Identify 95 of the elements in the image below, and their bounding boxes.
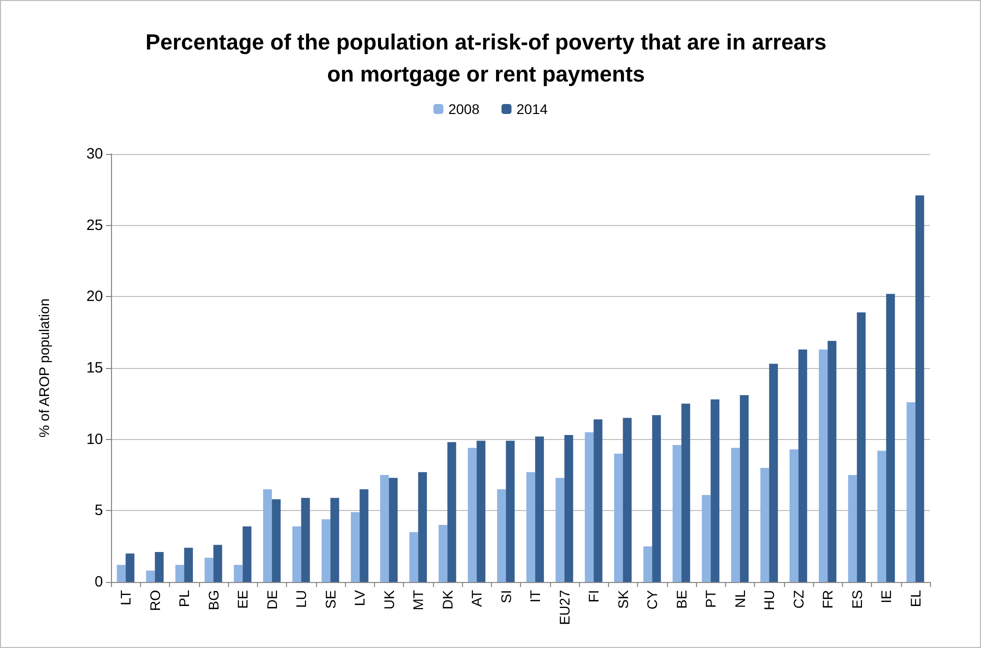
- bar: [594, 419, 602, 582]
- bar: [790, 449, 798, 582]
- x-tick-label: IE: [878, 590, 894, 604]
- bar: [126, 553, 134, 582]
- chart-title: Percentage of the population at-risk-of poverty that are in arrears on mortgage or rent payments: [146, 30, 826, 86]
- x-tick-label: NL: [732, 590, 748, 608]
- bar: [731, 448, 740, 582]
- bar: [652, 415, 661, 582]
- bar: [301, 498, 310, 582]
- bar: [322, 519, 330, 582]
- bar: [497, 489, 506, 582]
- x-tick-label: LV: [352, 589, 368, 606]
- legend-label: 2014: [516, 101, 548, 117]
- y-tick-label: 5: [94, 502, 103, 520]
- y-tick-label: 25: [86, 216, 103, 234]
- bar: [906, 402, 916, 582]
- x-tick-label: IT: [527, 590, 544, 602]
- bar: [184, 548, 193, 582]
- bar: [272, 499, 281, 582]
- x-tick-label: CY: [644, 589, 660, 610]
- bar: [614, 454, 623, 582]
- bar: [886, 294, 895, 582]
- bar: [438, 524, 448, 582]
- y-tick-label: 30: [86, 146, 103, 162]
- x-tick-label: BE: [673, 590, 690, 609]
- x-tick-label: DE: [264, 590, 280, 610]
- bar: [330, 498, 340, 582]
- bar: [584, 432, 594, 582]
- x-tick-label: CZ: [790, 590, 806, 609]
- x-tick-label: SE: [322, 590, 338, 609]
- bar: [915, 195, 924, 582]
- bar: [380, 475, 389, 582]
- bar: [418, 472, 427, 582]
- x-tick-label: ES: [848, 590, 865, 609]
- bar: [818, 349, 828, 582]
- x-tick-label: SI: [498, 590, 514, 604]
- y-tick-label: 0: [94, 574, 103, 590]
- x-tick-label: PL: [176, 590, 192, 608]
- bar: [740, 395, 749, 582]
- bar: [360, 489, 368, 582]
- bar: [769, 364, 778, 582]
- bar: [350, 512, 360, 582]
- x-tick-label: MT: [410, 590, 426, 610]
- x-tick-label: FR: [820, 590, 836, 609]
- x-tick-label: RO: [146, 590, 163, 611]
- bar: [556, 478, 564, 582]
- bar: [175, 564, 184, 582]
- bar: [146, 570, 155, 582]
- bar: [447, 442, 456, 582]
- x-tick-label: PT: [702, 590, 719, 608]
- bar: [116, 564, 126, 582]
- bar: [204, 558, 214, 582]
- bar: [856, 312, 866, 582]
- bar: [828, 340, 836, 582]
- x-tick-label: LT: [118, 590, 134, 606]
- x-tick-label: SK: [614, 589, 631, 609]
- bar: [154, 552, 164, 582]
- bar: [242, 526, 252, 582]
- bar: [681, 404, 690, 582]
- bar: [468, 448, 477, 582]
- bar: [643, 546, 652, 582]
- bar: [506, 440, 515, 582]
- y-axis-title: % of AROP population: [36, 298, 52, 438]
- bar: [564, 435, 574, 582]
- bar: [292, 526, 302, 582]
- y-tick-label: 15: [86, 360, 103, 376]
- x-tick-label: UK: [380, 589, 397, 610]
- bar: [848, 475, 857, 582]
- bar: [622, 418, 632, 582]
- x-tick-label: EU27: [556, 590, 572, 626]
- bar: [234, 564, 243, 582]
- x-tick-label: FI: [586, 590, 602, 602]
- bar: [672, 445, 682, 582]
- bar: [710, 399, 720, 582]
- x-tick-label: HU: [761, 590, 778, 610]
- x-tick-label: DK: [439, 589, 456, 610]
- x-tick-label: EE: [234, 590, 251, 609]
- y-tick-label: 10: [86, 430, 103, 448]
- bar: [263, 489, 272, 582]
- bar: [476, 440, 486, 582]
- x-tick-label: EL: [907, 590, 924, 608]
- bar: [798, 349, 808, 582]
- bar: [702, 494, 711, 582]
- bar: [213, 544, 222, 582]
- y-tick-label: 20: [86, 288, 103, 306]
- bar: [526, 472, 536, 582]
- x-tick-label: LU: [293, 590, 310, 608]
- legend-label: 2008: [448, 101, 480, 117]
- x-tick-label: BG: [205, 590, 222, 610]
- bar: [877, 450, 886, 582]
- bar: [760, 468, 770, 582]
- x-tick-label: AT: [468, 590, 485, 607]
- bar: [388, 478, 398, 582]
- bar: [535, 436, 544, 582]
- bar: [409, 532, 418, 582]
